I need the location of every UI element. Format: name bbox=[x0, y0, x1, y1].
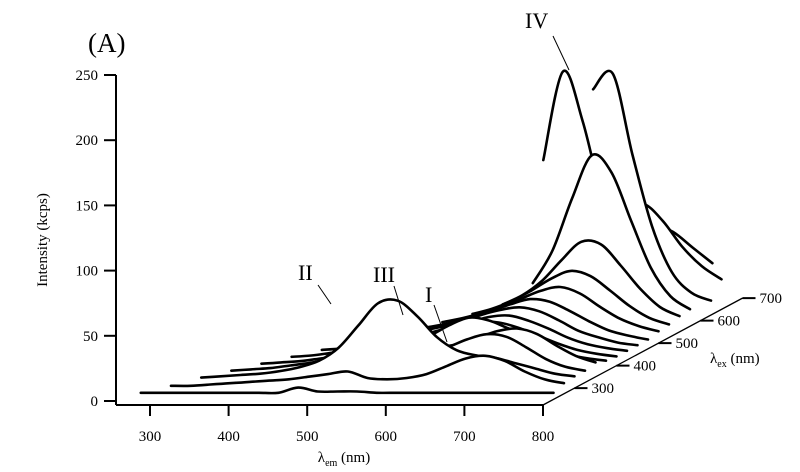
spectrum-ex-275 bbox=[169, 354, 566, 392]
y-tick-label: 100 bbox=[76, 264, 99, 280]
x-tick-label: 300 bbox=[139, 429, 162, 445]
svg-text:I: I bbox=[425, 282, 432, 307]
z-tick-label: 500 bbox=[676, 336, 699, 352]
axes: 0 50 100 150 200 250 300 400 500 600 700 800 300 400 5… bbox=[76, 68, 783, 445]
peak-label-IV: IV bbox=[525, 8, 570, 71]
spectrum-fill bbox=[171, 355, 564, 392]
peak-label-II: II bbox=[298, 260, 332, 305]
y-axis-label: Intensity (kcps) bbox=[35, 193, 51, 287]
spectra-curves bbox=[139, 69, 723, 398]
svg-text:II: II bbox=[298, 260, 313, 285]
svg-text:IV: IV bbox=[525, 8, 548, 33]
spectrum-line bbox=[199, 298, 576, 379]
z-tick-label: 300 bbox=[592, 381, 615, 397]
x-tick-label: 500 bbox=[296, 429, 319, 445]
y-tick-label: 250 bbox=[76, 68, 99, 84]
y-tick-label: 0 bbox=[91, 394, 99, 410]
spectrum-line bbox=[531, 153, 692, 311]
y-tick-label: 200 bbox=[76, 133, 99, 149]
svg-text:III: III bbox=[373, 262, 395, 287]
panel-label: (A) bbox=[88, 28, 125, 58]
spectrum-line bbox=[591, 69, 713, 302]
spectrum-ex-250 bbox=[139, 386, 555, 398]
z-axis-label: λex (nm) bbox=[710, 351, 760, 370]
x-tick-label: 600 bbox=[375, 429, 398, 445]
z-tick-label: 400 bbox=[634, 359, 657, 375]
peak-label-III: III bbox=[373, 262, 404, 316]
x-axis-label: λem (nm) bbox=[318, 450, 370, 469]
y-tick-label: 150 bbox=[76, 198, 99, 214]
spectrum-line bbox=[410, 297, 650, 341]
z-tick-label: 600 bbox=[718, 314, 741, 330]
x-tick-label: 400 bbox=[217, 429, 240, 445]
peak-label-I: I bbox=[425, 282, 448, 343]
y-tick-label: 50 bbox=[83, 329, 98, 345]
spectrum-line bbox=[169, 354, 566, 388]
z-tick-label: 700 bbox=[760, 291, 783, 307]
spectrum-line bbox=[139, 386, 555, 395]
x-tick-label: 700 bbox=[453, 429, 476, 445]
x-tick-label: 800 bbox=[532, 429, 555, 445]
